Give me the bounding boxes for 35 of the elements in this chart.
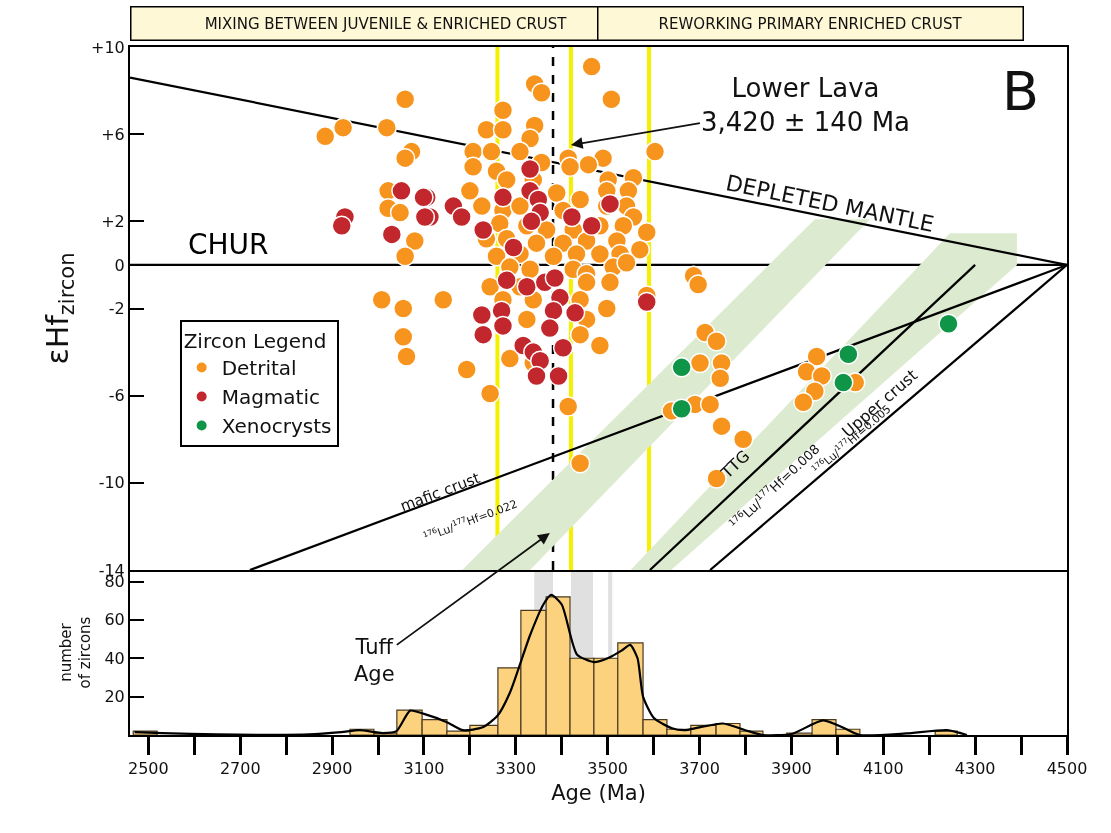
annotation: TTG [716, 446, 754, 483]
x-tick-label: 3500 [587, 759, 629, 779]
y-tick-label: 0 [114, 255, 125, 275]
y-tick-label: -10 [98, 473, 125, 493]
ref-line-label: CHUR [188, 228, 269, 261]
x-tick-label: 2700 [219, 759, 261, 779]
annotation: DEPLETED MANTLE [723, 170, 937, 237]
y-tick-label: 40 [104, 648, 125, 668]
x-tick-label: 3700 [679, 759, 720, 779]
text: MIXING BETWEEN JUVENILE & ENRICHED CRUST [204, 14, 568, 33]
x-tick-label: 3900 [771, 759, 812, 779]
legend-title: Zircon Legend [183, 329, 327, 354]
text: REWORKING PRIMARY ENRICHED CRUST [658, 14, 963, 33]
x-axis-title: Age (Ma) [551, 780, 646, 805]
y-tick-label: +6 [101, 124, 125, 144]
x-tick-label: 3300 [495, 759, 537, 779]
legend-label: Xenocrysts [221, 414, 332, 439]
x-tick-label: 4300 [954, 759, 996, 779]
annotation: Tuff Age [354, 635, 395, 687]
annotation: Lower Lava 3,420 ± 140 Ma [701, 73, 911, 137]
y-tick-label: 60 [104, 610, 125, 630]
x-tick-label: 2500 [128, 759, 169, 779]
y-tick-label: +2 [101, 211, 125, 231]
x-tick-label: 2900 [311, 759, 353, 779]
y-tick-label: -2 [108, 299, 125, 319]
annotation: B [1002, 60, 1040, 123]
x-tick-label: 4500 [1046, 759, 1088, 779]
x-tick-label: 4100 [862, 759, 904, 779]
y-axis-title: number of zircons [56, 616, 95, 689]
legend-label: Magmatic [221, 385, 320, 410]
legend-label: Detrital [221, 356, 297, 381]
y-tick-label: 20 [104, 687, 125, 707]
x-tick-label: 3100 [403, 759, 445, 779]
y-tick-label: +10 [91, 37, 125, 57]
y-tick-label: -6 [108, 386, 125, 406]
